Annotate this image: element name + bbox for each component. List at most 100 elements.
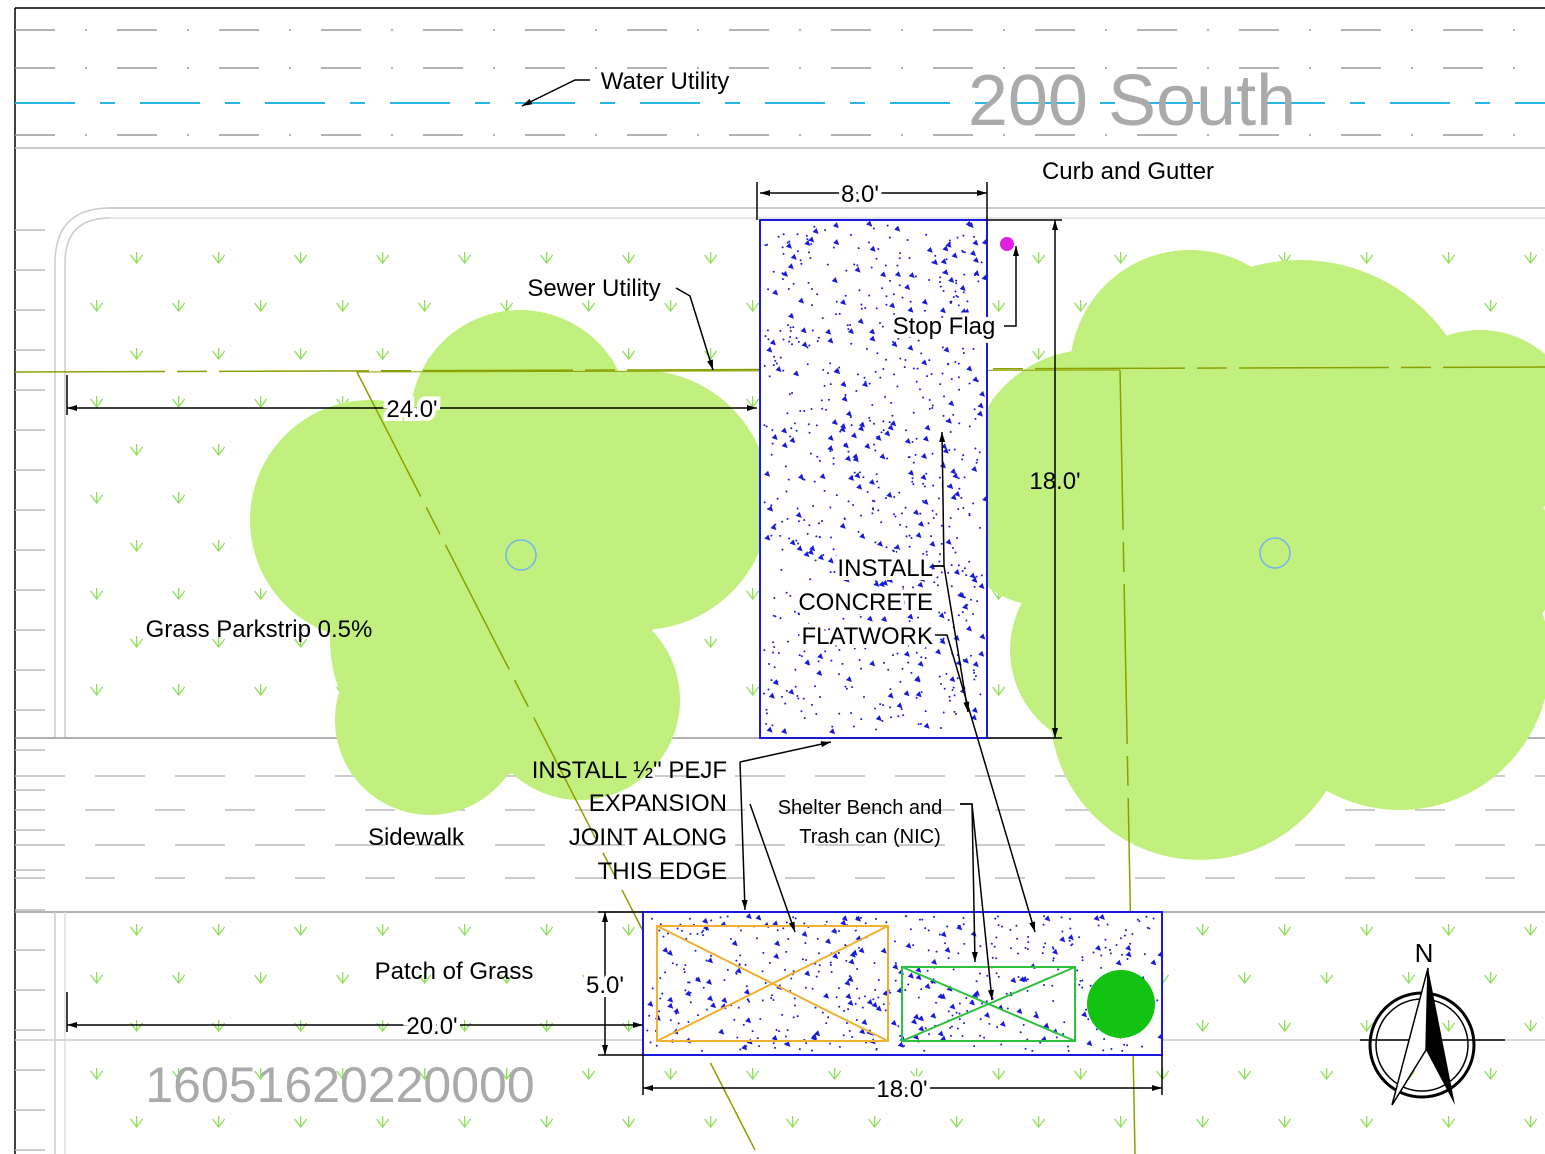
- aggregate: [786, 241, 789, 244]
- aggregate: [894, 515, 897, 518]
- aggregate: [908, 545, 911, 548]
- aggregate: [781, 427, 788, 434]
- aggregate: [939, 682, 942, 685]
- aggregate: [949, 676, 956, 683]
- aggregate: [870, 266, 873, 269]
- aggregate: [1126, 957, 1129, 960]
- grass-symbol: [172, 588, 186, 601]
- aggregate: [669, 1019, 672, 1022]
- aggregate: [978, 582, 985, 589]
- aggregate: [815, 975, 818, 978]
- aggregate: [827, 610, 830, 613]
- aggregate: [882, 420, 885, 423]
- tree-canopy: [370, 410, 670, 710]
- aggregate: [739, 954, 742, 957]
- aggregate: [858, 612, 861, 615]
- aggregate: [1005, 992, 1008, 995]
- aggregate: [881, 720, 884, 723]
- aggregate: [908, 534, 911, 537]
- parkstrip-label: Grass Parkstrip 0.5%: [146, 616, 373, 643]
- aggregate: [873, 443, 876, 446]
- aggregate: [928, 1033, 931, 1036]
- aggregate: [817, 970, 820, 973]
- aggregate: [912, 509, 919, 516]
- aggregate: [926, 375, 929, 378]
- aggregate: [947, 483, 954, 490]
- aggregate: [958, 1002, 961, 1005]
- aggregate: [1051, 946, 1054, 949]
- aggregate: [790, 343, 793, 346]
- aggregate: [917, 1015, 924, 1022]
- aggregate: [957, 477, 960, 480]
- aggregate: [952, 296, 955, 299]
- aggregate: [809, 578, 812, 581]
- north-arrow: [1391, 967, 1429, 1106]
- aggregate: [843, 561, 846, 564]
- aggregate: [817, 653, 824, 660]
- aggregate: [768, 961, 771, 964]
- aggregate: [784, 1040, 791, 1047]
- aggregate: [835, 996, 838, 999]
- aggregate: [780, 695, 783, 698]
- aggregate: [803, 478, 806, 481]
- aggregate: [947, 618, 950, 621]
- aggregate: [766, 329, 769, 332]
- grass-symbol: [376, 252, 390, 265]
- aggregate: [684, 990, 691, 997]
- aggregate: [882, 429, 885, 432]
- aggregate: [888, 236, 891, 239]
- aggregate: [789, 336, 792, 339]
- note-line: JOINT ALONG: [569, 824, 727, 851]
- grass-symbol: [1484, 972, 1498, 985]
- aggregate: [957, 362, 960, 365]
- aggregate: [920, 656, 923, 659]
- grass-symbol: [212, 348, 226, 361]
- aggregate: [847, 568, 850, 571]
- aggregate: [843, 1009, 846, 1012]
- aggregate: [789, 594, 792, 597]
- aggregate: [767, 663, 770, 666]
- aggregate: [981, 274, 988, 281]
- aggregate: [866, 998, 873, 1005]
- aggregate: [710, 1002, 717, 1009]
- aggregate: [837, 987, 840, 990]
- aggregate: [961, 1035, 964, 1038]
- aggregate: [961, 249, 964, 252]
- grass-symbol: [746, 588, 760, 601]
- aggregate: [745, 913, 752, 920]
- aggregate: [913, 1013, 920, 1020]
- aggregate: [762, 951, 765, 954]
- aggregate: [850, 711, 853, 714]
- aggregate: [761, 970, 764, 973]
- aggregate: [793, 997, 796, 1000]
- aggregate: [974, 447, 977, 450]
- grass-symbol: [1360, 1116, 1374, 1129]
- aggregate: [786, 1029, 789, 1032]
- grass-symbol: [1074, 300, 1088, 313]
- aggregate: [914, 275, 917, 278]
- aggregate: [786, 412, 789, 415]
- aggregate: [828, 628, 831, 631]
- aggregate: [803, 409, 806, 412]
- aggregate: [875, 434, 882, 441]
- aggregate: [673, 1007, 680, 1014]
- aggregate: [840, 636, 843, 639]
- aggregate: [955, 1011, 958, 1014]
- aggregate: [854, 915, 861, 922]
- aggregate: [651, 987, 654, 990]
- aggregate: [887, 668, 890, 671]
- aggregate: [923, 485, 926, 488]
- aggregate: [909, 928, 912, 931]
- aggregate: [958, 388, 961, 391]
- aggregate: [835, 313, 838, 316]
- aggregate: [827, 445, 834, 452]
- aggregate: [993, 945, 996, 948]
- aggregate: [899, 588, 906, 595]
- aggregate: [920, 474, 927, 481]
- aggregate: [782, 233, 785, 236]
- aggregate: [872, 998, 875, 1001]
- aggregate: [928, 279, 931, 282]
- aggregate: [905, 525, 908, 528]
- aggregate: [684, 989, 687, 992]
- aggregate: [941, 372, 944, 375]
